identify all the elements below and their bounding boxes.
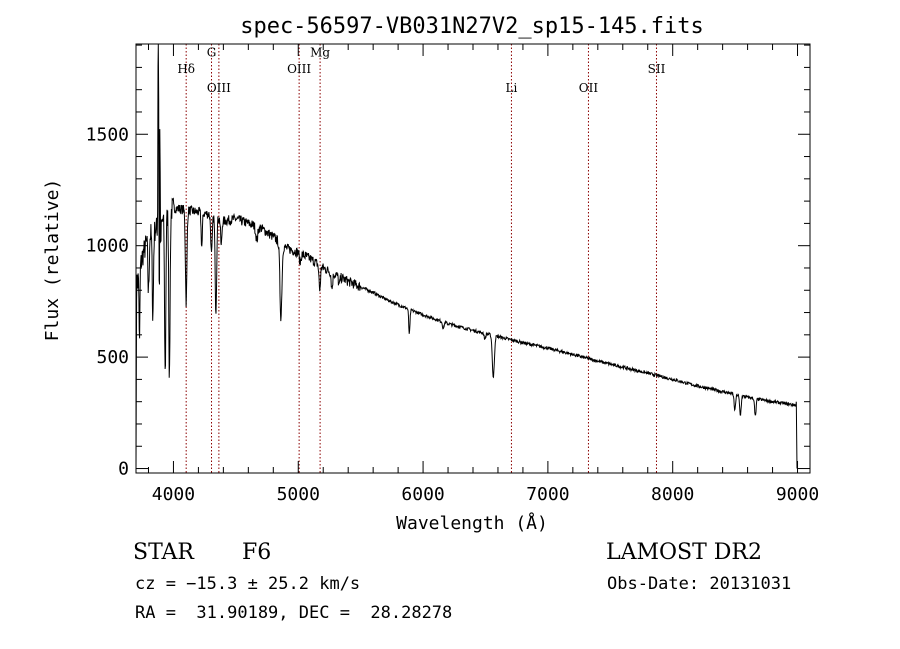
x-tick-label: 6000 [401, 484, 444, 505]
observation-date: Obs-Date: 20131031 [607, 574, 792, 594]
y-tick-label: 0 [118, 459, 129, 480]
line-marker-label: Mg [310, 45, 330, 59]
coordinates-readout: RA = 31.90189, DEC = 28.28278 [135, 603, 453, 623]
y-tick-label: 1500 [86, 124, 129, 145]
x-axis-label: Wavelength (Å) [396, 512, 548, 534]
x-axis-ticks: 4000 5000 6000 7000 8000 9000 [147, 44, 819, 505]
spectral-line-markers: Hδ G OIII OIII Mg Li OII SII [177, 44, 666, 473]
line-marker-label: G [207, 45, 217, 59]
x-tick-label: 5000 [277, 484, 320, 505]
chart-title: spec-56597-VB031N27V2_sp15-145.fits [240, 14, 704, 39]
line-marker-label: Hδ [177, 62, 195, 76]
line-marker-label: OIII [207, 81, 231, 95]
y-tick-label: 1000 [86, 236, 129, 257]
x-tick-label: 7000 [526, 484, 569, 505]
y-axis-label: Flux (relative) [42, 179, 63, 342]
line-marker-label: Li [506, 81, 518, 95]
velocity-readout: cz = −15.3 ± 25.2 km/s [135, 574, 361, 594]
line-marker-label: OII [579, 81, 599, 95]
x-tick-label: 9000 [776, 484, 819, 505]
y-tick-label: 500 [96, 347, 129, 368]
line-marker-label: OIII [287, 62, 311, 76]
x-tick-label: 4000 [152, 484, 195, 505]
spectrum-chart: spec-56597-VB031N27V2_sp15-145.fits Hδ G O… [42, 14, 819, 534]
plot-frame [135, 43, 811, 474]
line-marker-label: SII [648, 62, 666, 76]
object-subclass: F6 [242, 540, 272, 565]
survey-name: LAMOST DR2 [606, 540, 762, 565]
y-axis-ticks: 0 500 1000 1500 [86, 44, 810, 480]
spectrum-line [135, 43, 798, 469]
x-tick-label: 8000 [651, 484, 694, 505]
object-class: STAR [133, 540, 194, 565]
